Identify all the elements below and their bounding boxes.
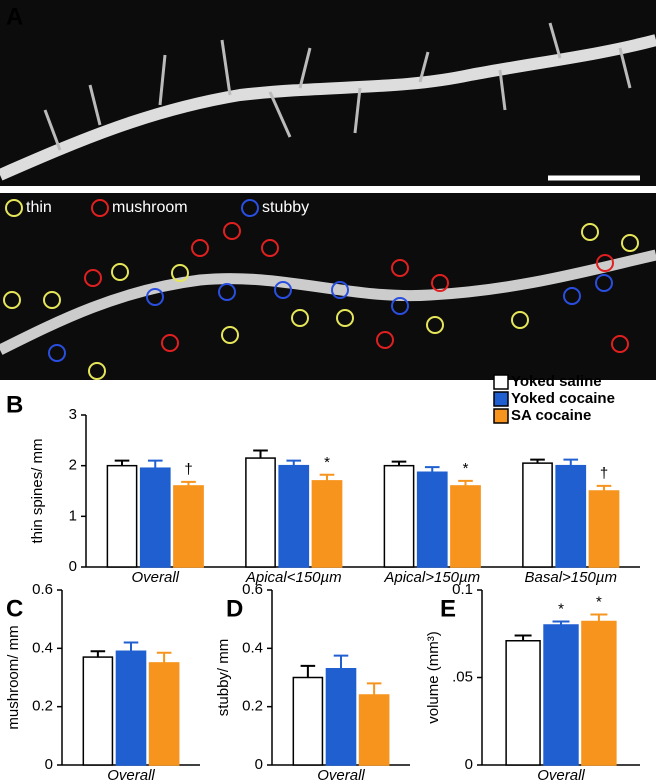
bar xyxy=(278,464,310,568)
annotation: * xyxy=(558,600,564,617)
annotation: † xyxy=(184,461,192,478)
y-tick-label: 0.4 xyxy=(242,639,263,656)
legend-circle xyxy=(241,199,259,217)
annotation: * xyxy=(463,460,469,477)
panel-labels: A B C D E xyxy=(6,3,456,622)
error-bar xyxy=(147,459,163,469)
legend-swatch xyxy=(493,391,509,407)
error-bar xyxy=(300,664,316,678)
y-tick-label: 0 xyxy=(45,756,53,773)
y-tick-label: 0 xyxy=(465,756,473,773)
legend-text: Yoked saline xyxy=(511,373,602,390)
bar xyxy=(106,464,138,568)
legend-text: Yoked cocaine xyxy=(511,390,615,407)
x-tick-label: Apical<150µm xyxy=(245,569,342,586)
bar xyxy=(522,462,553,568)
y-tick-label: 0.2 xyxy=(32,698,53,715)
error-bar xyxy=(563,458,579,466)
y-axis-label: stubby/ mm xyxy=(215,639,232,717)
y-tick-label: 0 xyxy=(255,756,263,773)
micrograph-b xyxy=(0,193,656,380)
bar xyxy=(588,490,620,568)
y-tick-label: 3 xyxy=(69,406,77,423)
image-legend: thin mushroom stubby xyxy=(5,199,309,217)
bar xyxy=(245,457,276,568)
y-axis-label: thin spines/ mm xyxy=(29,438,46,543)
error-bar xyxy=(286,459,302,466)
bar xyxy=(505,640,541,766)
bar xyxy=(581,620,617,766)
error-bar xyxy=(253,449,268,459)
y-tick-label: 0.6 xyxy=(32,581,53,598)
bar xyxy=(292,676,324,766)
panel-label: C xyxy=(6,595,23,622)
panel-label: A xyxy=(6,3,23,30)
bar xyxy=(358,694,390,766)
legend-swatch xyxy=(493,408,509,424)
x-tick-label: Overall xyxy=(317,767,365,780)
y-tick-label: 0.4 xyxy=(32,639,53,656)
y-tick-label: 1 xyxy=(69,507,77,524)
error-bar xyxy=(424,466,440,473)
error-bar xyxy=(590,613,608,622)
error-bar xyxy=(123,641,139,652)
bar xyxy=(383,464,415,568)
bar xyxy=(173,485,204,568)
bar xyxy=(82,656,114,766)
y-tick-label: 0.1 xyxy=(452,581,473,598)
bar xyxy=(148,662,180,766)
annotation: * xyxy=(324,454,330,471)
y-tick-label: 0.6 xyxy=(242,581,263,598)
y-axis-label: mushroom/ mm xyxy=(5,625,22,729)
error-bar xyxy=(596,484,612,491)
y-tick-label: .05 xyxy=(452,668,473,685)
bar xyxy=(115,650,147,766)
legend-text: thin xyxy=(26,199,52,216)
x-tick-label: Overall xyxy=(107,767,155,780)
error-bar xyxy=(319,473,335,481)
panel-label: B xyxy=(6,391,23,418)
x-tick-label: Basal>150µm xyxy=(525,569,617,586)
legend-text: SA cocaine xyxy=(511,407,591,424)
error-bar xyxy=(114,459,130,466)
error-bar xyxy=(366,682,382,695)
panel-label: D xyxy=(226,595,243,622)
x-tick-label: Apical>150µm xyxy=(383,569,480,586)
error-bar xyxy=(156,651,172,663)
legend-circle xyxy=(5,199,23,217)
error-bar xyxy=(458,479,473,486)
annotation: * xyxy=(596,593,602,610)
error-bar xyxy=(514,634,532,641)
y-tick-label: 0 xyxy=(69,558,77,575)
error-bar xyxy=(333,654,349,669)
y-tick-label: 0.2 xyxy=(242,698,263,715)
legend-swatch xyxy=(493,374,509,390)
y-axis-label: volume (mm³) xyxy=(425,631,442,724)
annotation: † xyxy=(600,465,608,482)
panel-label: E xyxy=(440,595,456,622)
x-tick-label: Overall xyxy=(537,767,585,780)
bar xyxy=(543,624,579,766)
bar xyxy=(139,467,171,568)
x-tick-label: Overall xyxy=(131,569,179,586)
legend-circle xyxy=(91,199,109,217)
legend-text: mushroom xyxy=(112,199,188,216)
bar xyxy=(555,464,587,568)
bar xyxy=(416,471,448,568)
bar xyxy=(325,668,357,766)
micrograph-a xyxy=(0,0,656,186)
error-bar xyxy=(90,650,106,658)
bar xyxy=(311,480,343,568)
bar xyxy=(450,485,481,568)
y-tick-label: 2 xyxy=(69,457,77,474)
legend-text: stubby xyxy=(262,199,309,216)
